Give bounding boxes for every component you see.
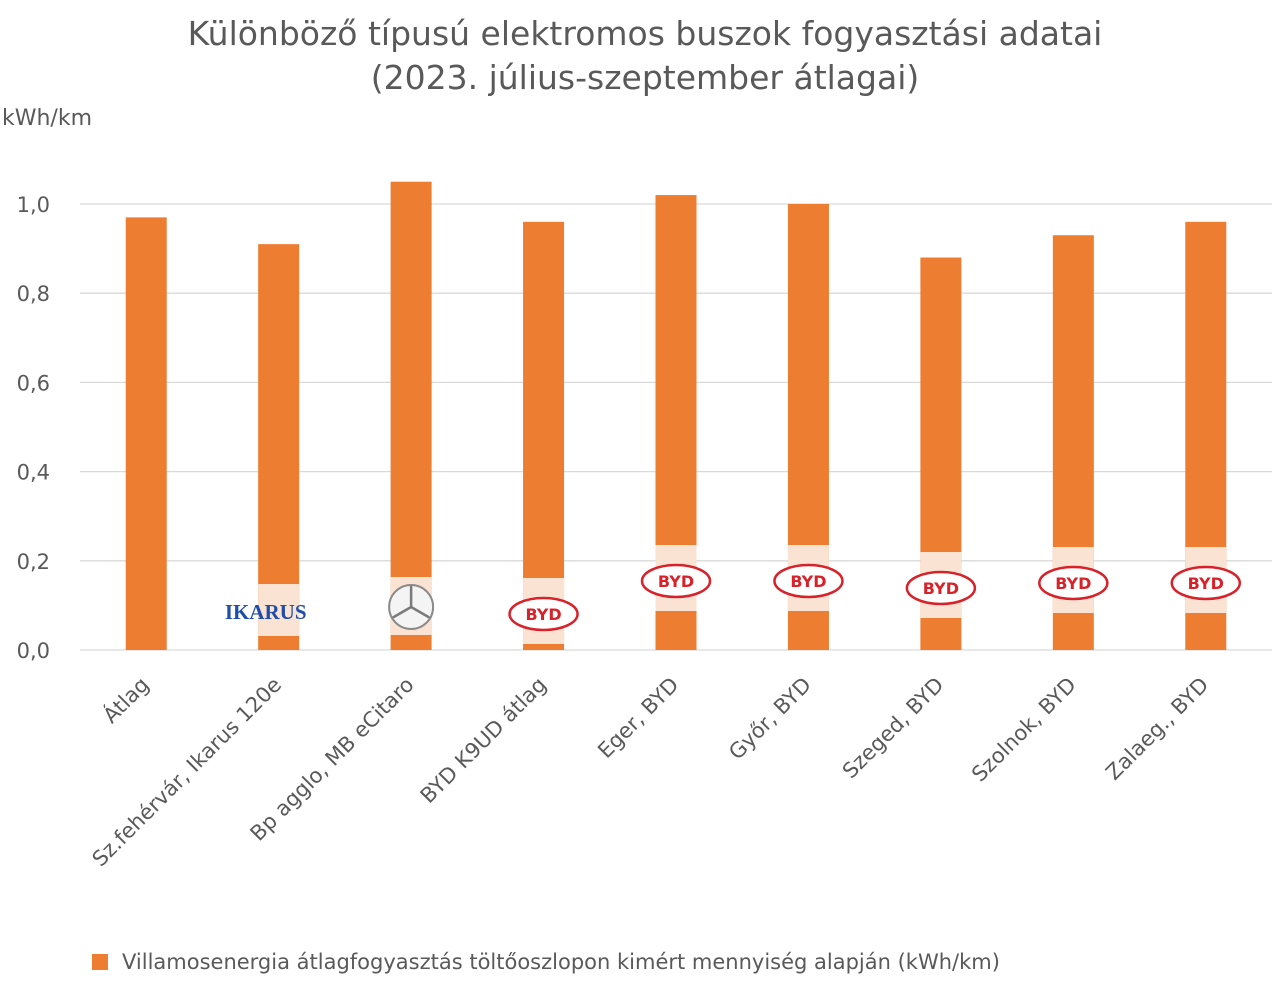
y-tick-label: 1,0 [17, 193, 50, 217]
byd-logo-text: BYD [923, 579, 959, 598]
x-tick-label: Zalaeg., BYD [1101, 673, 1213, 785]
byd-logo: BYD [508, 596, 579, 632]
y-axis-ticks: 0,0 0,2 0,4 0,6 0,8 1,0 [17, 193, 50, 663]
brand-logos: IKARUS BYD BYD BYD BYD BYD BYD [225, 545, 1242, 644]
byd-logo-text: BYD [1055, 574, 1091, 593]
mercedes-star-icon [388, 584, 435, 630]
y-tick-label: 0,4 [17, 461, 50, 485]
byd-logo: BYD [905, 570, 977, 606]
ikarus-logo: IKARUS [225, 600, 307, 624]
byd-logo-text: BYD [658, 572, 694, 591]
legend-swatch [92, 954, 108, 970]
bar [390, 181, 432, 650]
byd-logo: BYD [1170, 565, 1242, 601]
y-tick-label: 0,2 [17, 550, 50, 574]
y-tick-label: 0,8 [17, 282, 50, 306]
byd-logo-text: BYD [525, 605, 561, 624]
byd-logo: BYD [1038, 565, 1109, 601]
byd-logo-text: BYD [1188, 574, 1224, 593]
y-tick-label: 0,0 [17, 639, 50, 663]
x-tick-label: Szeged, BYD [838, 673, 949, 784]
legend: Villamosenergia átlagfogyasztás töltőosz… [92, 950, 1000, 974]
x-tick-label: Szolnok, BYD [967, 673, 1081, 787]
byd-logo: BYD [773, 563, 844, 599]
chart-title: Különböző típusú elektromos buszok fogya… [187, 14, 1103, 97]
logo-backdrop [258, 584, 300, 636]
y-tick-label: 0,6 [17, 371, 50, 395]
legend-label: Villamosenergia átlagfogyasztás töltőosz… [122, 950, 1000, 974]
y-axis-label: kWh/km [2, 106, 93, 131]
byd-logo-text: BYD [790, 572, 826, 591]
byd-logo: BYD [640, 563, 712, 599]
bar-chart: 0,0 0,2 0,4 0,6 0,8 1,0 IKARUS BYD BYD BYD BYD BYD… [17, 181, 1272, 871]
x-tick-label: Átlag [98, 672, 154, 728]
x-tick-label: BYD K9UD átlag [416, 673, 551, 808]
x-tick-label: Eger, BYD [593, 673, 683, 763]
bar [258, 244, 300, 650]
x-tick-label: Győr, BYD [724, 673, 816, 765]
bar [125, 217, 167, 650]
